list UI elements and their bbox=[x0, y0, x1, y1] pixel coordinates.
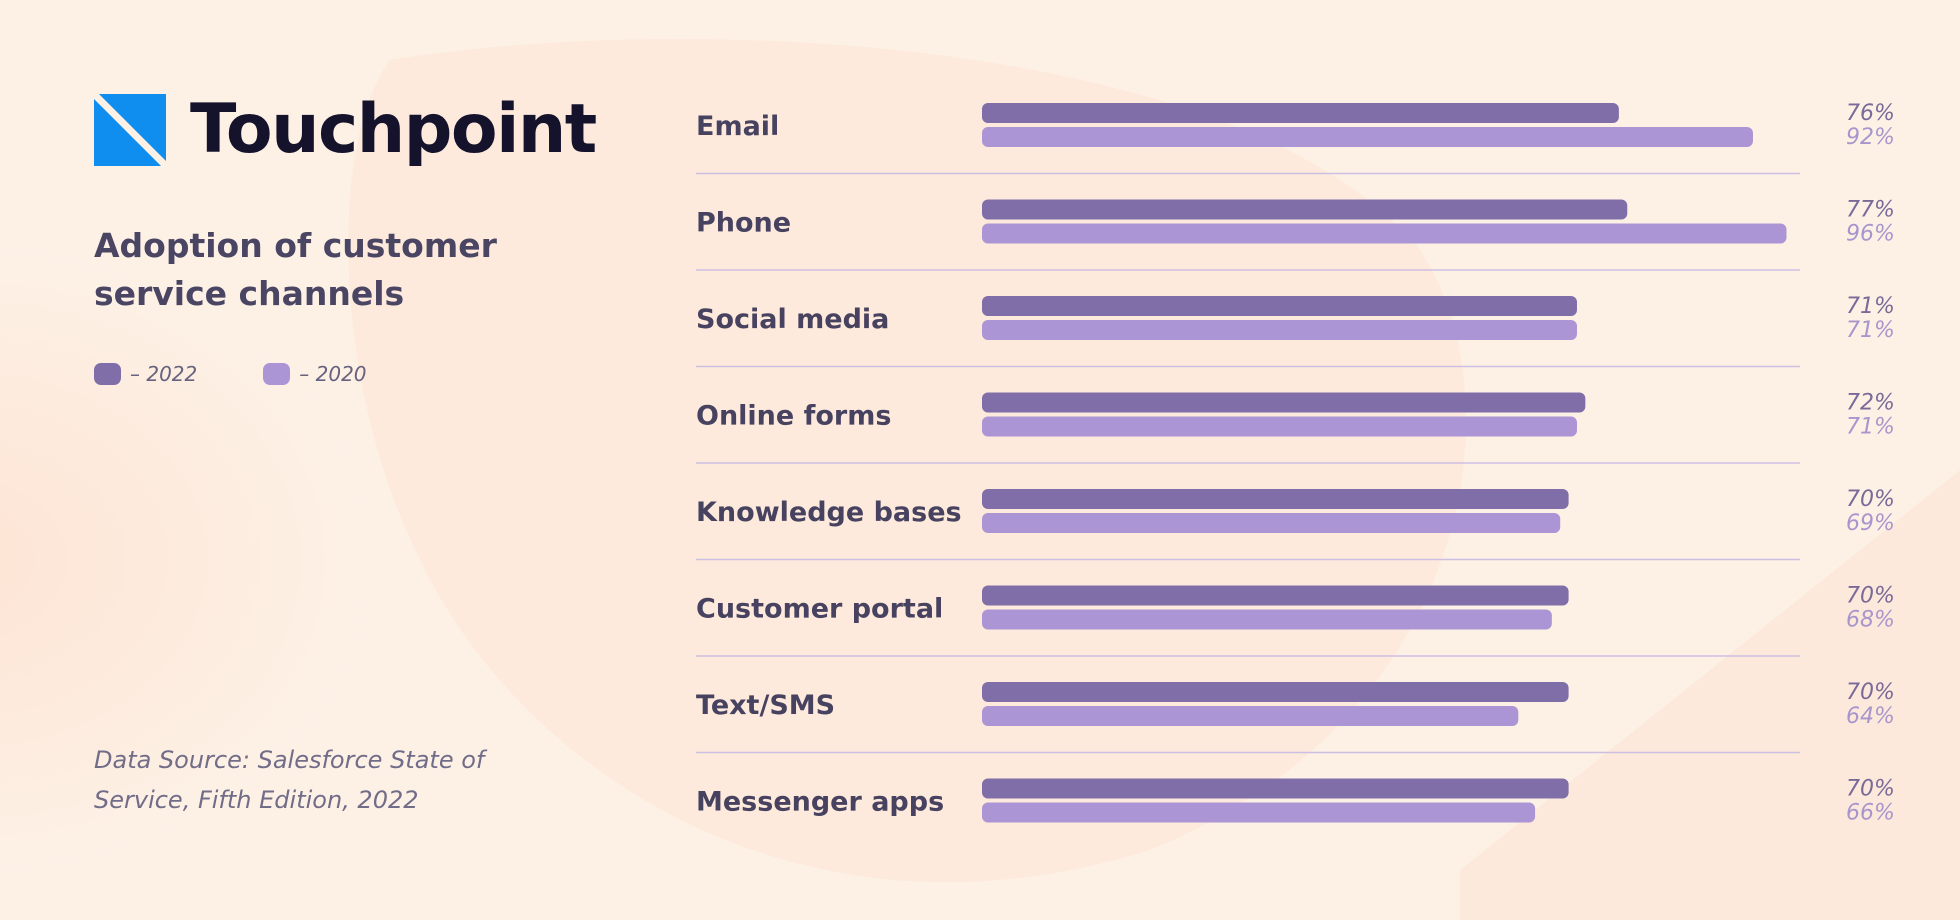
category-label-phone: Phone bbox=[696, 208, 791, 239]
bar-messenger-apps-2020 bbox=[982, 802, 1536, 823]
value-label-email-2022: 76% bbox=[1846, 101, 1895, 126]
legend: – 2022 – 2020 bbox=[94, 362, 654, 386]
value-label-online-forms-2022: 72% bbox=[1846, 391, 1895, 416]
brand-logo: Touchpoint bbox=[94, 90, 654, 170]
value-label-social-media-2020: 71% bbox=[1846, 318, 1895, 343]
bar-social-media-2020 bbox=[982, 320, 1577, 340]
legend-item-2020: – 2020 bbox=[263, 362, 367, 386]
bar-text-sms-2022 bbox=[982, 682, 1569, 702]
bar-social-media-2022 bbox=[982, 296, 1577, 316]
bar-messenger-apps-2022 bbox=[982, 778, 1569, 799]
value-label-messenger-apps-2020: 66% bbox=[1846, 801, 1895, 826]
bar-email-2022 bbox=[982, 103, 1619, 123]
value-label-text-sms-2022: 70% bbox=[1846, 680, 1895, 705]
legend-label-2020: – 2020 bbox=[299, 362, 367, 386]
category-label-messenger-apps: Messenger apps bbox=[696, 787, 944, 818]
value-label-email-2020: 92% bbox=[1846, 125, 1895, 150]
value-label-knowledge-bases-2020: 69% bbox=[1846, 511, 1895, 536]
legend-label-2022: – 2022 bbox=[130, 362, 198, 386]
brand-name: Touchpoint bbox=[190, 90, 597, 169]
bar-phone-2020 bbox=[982, 223, 1787, 244]
bar-customer-portal-2020 bbox=[982, 609, 1552, 630]
value-label-phone-2020: 96% bbox=[1846, 222, 1895, 247]
value-label-online-forms-2020: 71% bbox=[1846, 415, 1895, 440]
category-label-text-sms: Text/SMS bbox=[696, 690, 835, 721]
value-label-customer-portal-2022: 70% bbox=[1846, 584, 1895, 609]
bar-customer-portal-2022 bbox=[982, 585, 1569, 606]
legend-item-2022: – 2022 bbox=[94, 362, 197, 386]
bar-text-sms-2020 bbox=[982, 706, 1519, 726]
legend-swatch-2022 bbox=[94, 363, 121, 385]
chart-title: Adoption of customer service channels bbox=[94, 226, 497, 313]
bar-phone-2022 bbox=[982, 199, 1628, 220]
category-label-social-media: Social media bbox=[696, 304, 889, 335]
value-label-messenger-apps-2022: 70% bbox=[1846, 777, 1895, 802]
bar-online-forms-2022 bbox=[982, 392, 1586, 413]
bar-knowledge-bases-2020 bbox=[982, 513, 1561, 533]
legend-swatch-2020 bbox=[263, 363, 291, 385]
category-label-online-forms: Online forms bbox=[696, 401, 891, 432]
bar-knowledge-bases-2022 bbox=[982, 489, 1569, 509]
bar-email-2020 bbox=[982, 127, 1753, 147]
value-label-social-media-2022: 71% bbox=[1846, 294, 1895, 319]
data-source: Data Source: Salesforce State of Service… bbox=[94, 746, 485, 814]
category-label-email: Email bbox=[696, 111, 779, 142]
value-label-customer-portal-2020: 68% bbox=[1846, 608, 1895, 633]
value-label-phone-2022: 77% bbox=[1846, 198, 1895, 223]
left-panel: Touchpoint Adoption of customer service … bbox=[94, 90, 654, 386]
category-label-knowledge-bases: Knowledge bases bbox=[696, 497, 962, 528]
category-label-customer-portal: Customer portal bbox=[696, 594, 943, 625]
value-label-knowledge-bases-2022: 70% bbox=[1846, 487, 1895, 512]
touchpoint-logo-icon bbox=[94, 94, 166, 166]
value-label-text-sms-2020: 64% bbox=[1846, 704, 1895, 729]
bar-online-forms-2020 bbox=[982, 416, 1577, 437]
